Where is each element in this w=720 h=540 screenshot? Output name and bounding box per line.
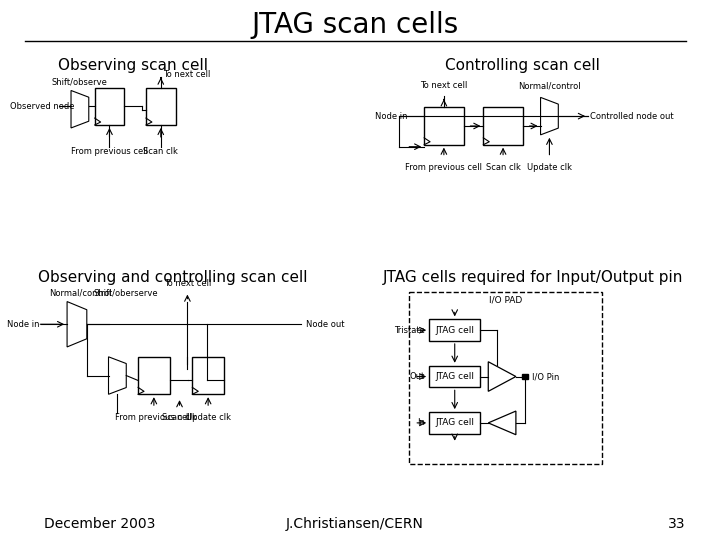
Bar xyxy=(429,366,480,387)
Text: Node out: Node out xyxy=(306,320,344,329)
Text: Observing and controlling scan cell: Observing and controlling scan cell xyxy=(38,270,307,285)
Text: Observing scan cell: Observing scan cell xyxy=(58,58,208,73)
Polygon shape xyxy=(488,362,516,392)
Text: In: In xyxy=(418,418,425,427)
Text: Update clk: Update clk xyxy=(527,164,572,172)
Text: I/O PAD: I/O PAD xyxy=(489,295,522,304)
Bar xyxy=(483,107,523,145)
Bar xyxy=(146,87,176,125)
Polygon shape xyxy=(541,97,558,135)
Text: Shift/observe: Shift/observe xyxy=(52,78,108,86)
Text: Scan clk: Scan clk xyxy=(143,147,179,156)
Text: Observed node: Observed node xyxy=(10,102,74,111)
Bar xyxy=(424,107,464,145)
Text: Update clk: Update clk xyxy=(186,413,230,422)
Text: Tristate: Tristate xyxy=(395,326,425,335)
Text: I/O Pin: I/O Pin xyxy=(531,372,559,381)
Bar xyxy=(138,357,170,394)
Polygon shape xyxy=(488,411,516,435)
Text: JTAG cell: JTAG cell xyxy=(435,372,474,381)
Text: From previous cell: From previous cell xyxy=(405,164,482,172)
Text: To next cell: To next cell xyxy=(163,70,210,79)
Text: 33: 33 xyxy=(668,517,685,531)
Text: JTAG cells required for Input/Output pin: JTAG cells required for Input/Output pin xyxy=(382,270,683,285)
Text: JTAG cell: JTAG cell xyxy=(435,418,474,427)
Text: Node in: Node in xyxy=(375,112,408,120)
Polygon shape xyxy=(67,301,87,347)
Text: To next cell: To next cell xyxy=(163,279,211,288)
Bar xyxy=(95,87,125,125)
Text: Normal/control: Normal/control xyxy=(50,288,112,298)
Text: To next cell: To next cell xyxy=(420,82,467,91)
Text: Controlled node out: Controlled node out xyxy=(590,112,673,120)
Text: From previous cell: From previous cell xyxy=(71,147,148,156)
Text: JTAG scan cells: JTAG scan cells xyxy=(251,11,459,39)
Text: Scan clk: Scan clk xyxy=(162,413,197,422)
Bar xyxy=(429,319,480,341)
Text: Out: Out xyxy=(410,372,425,381)
Bar xyxy=(192,357,224,394)
Text: Controlling scan cell: Controlling scan cell xyxy=(446,58,600,73)
Bar xyxy=(410,292,602,464)
Polygon shape xyxy=(109,357,126,394)
Polygon shape xyxy=(71,91,89,128)
Text: Node in: Node in xyxy=(7,320,40,329)
Text: Shift/oberserve: Shift/oberserve xyxy=(94,288,158,298)
Text: December 2003: December 2003 xyxy=(45,517,156,531)
Text: JTAG cell: JTAG cell xyxy=(435,326,474,335)
Text: Scan clk: Scan clk xyxy=(485,164,521,172)
Text: Normal/control: Normal/control xyxy=(518,82,581,91)
Text: From previous cell: From previous cell xyxy=(115,413,192,422)
Text: J.Christiansen/CERN: J.Christiansen/CERN xyxy=(286,517,424,531)
Polygon shape xyxy=(522,374,528,380)
Bar xyxy=(429,412,480,434)
